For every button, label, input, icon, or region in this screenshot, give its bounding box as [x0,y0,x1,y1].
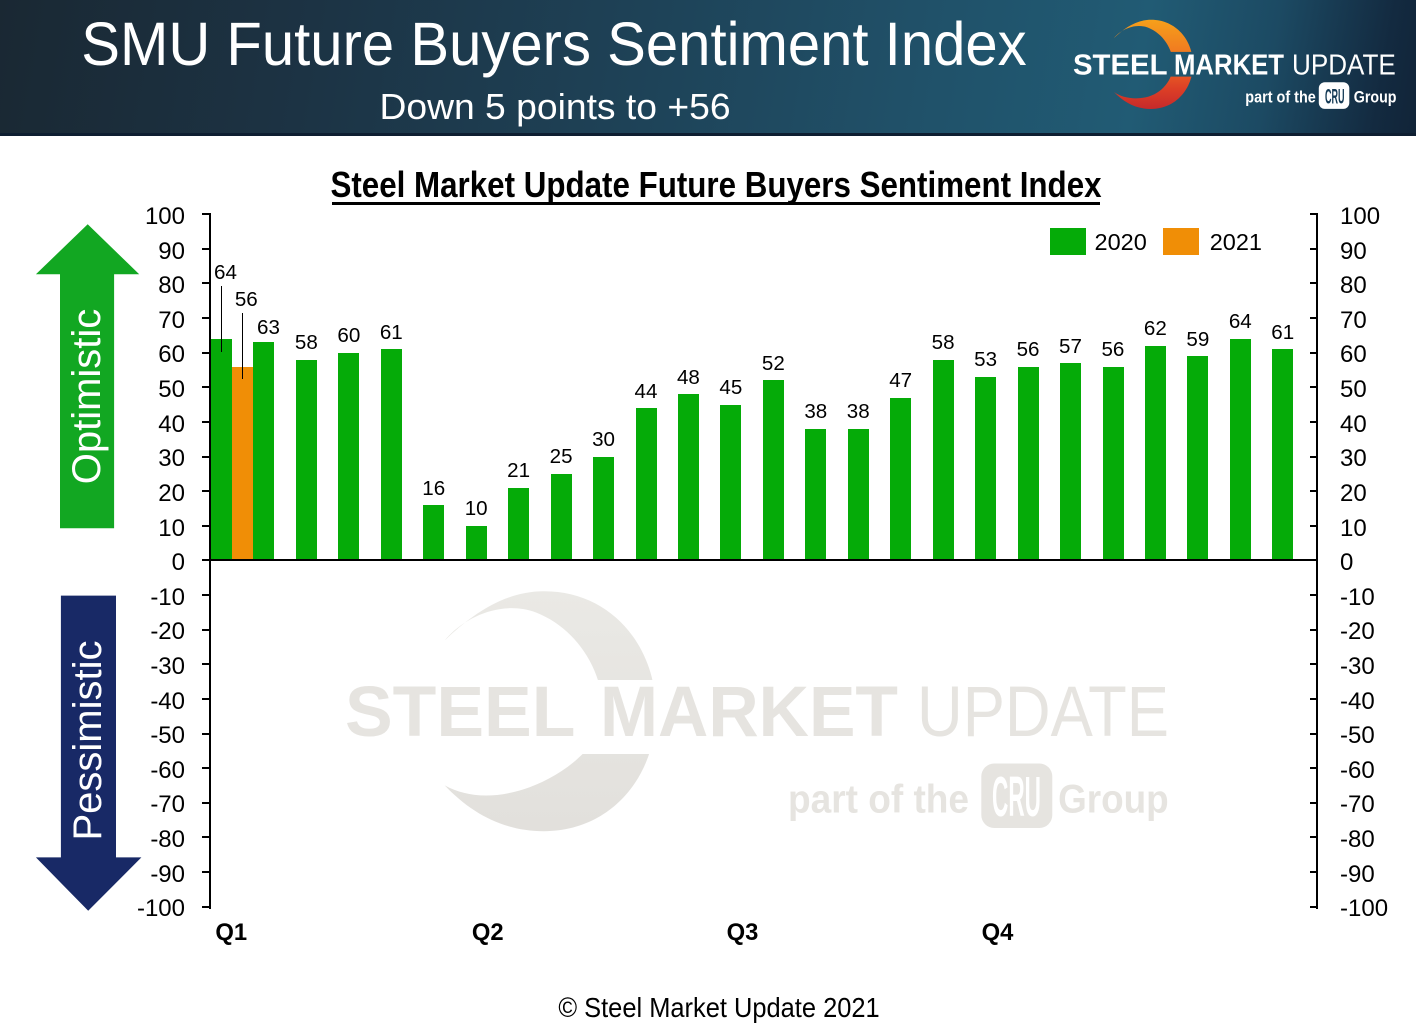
svg-text:part of the: part of the [1245,88,1316,106]
svg-text:Group: Group [1354,88,1397,106]
svg-text:CRU: CRU [992,766,1041,829]
svg-text:STEEL: STEEL [1073,49,1168,81]
svg-text:UPDATE: UPDATE [1292,49,1396,81]
svg-text:STEEL: STEEL [345,672,575,752]
svg-text:Pessimistic: Pessimistic [66,640,110,840]
svg-text:Group: Group [1058,778,1169,822]
svg-text:Optimistic: Optimistic [65,309,109,485]
svg-text:MARKET: MARKET [600,672,898,752]
svg-text:UPDATE: UPDATE [917,672,1169,752]
svg-text:MARKET: MARKET [1174,49,1284,81]
svg-text:part of the: part of the [788,778,969,822]
svg-text:CRU: CRU [1325,85,1345,108]
